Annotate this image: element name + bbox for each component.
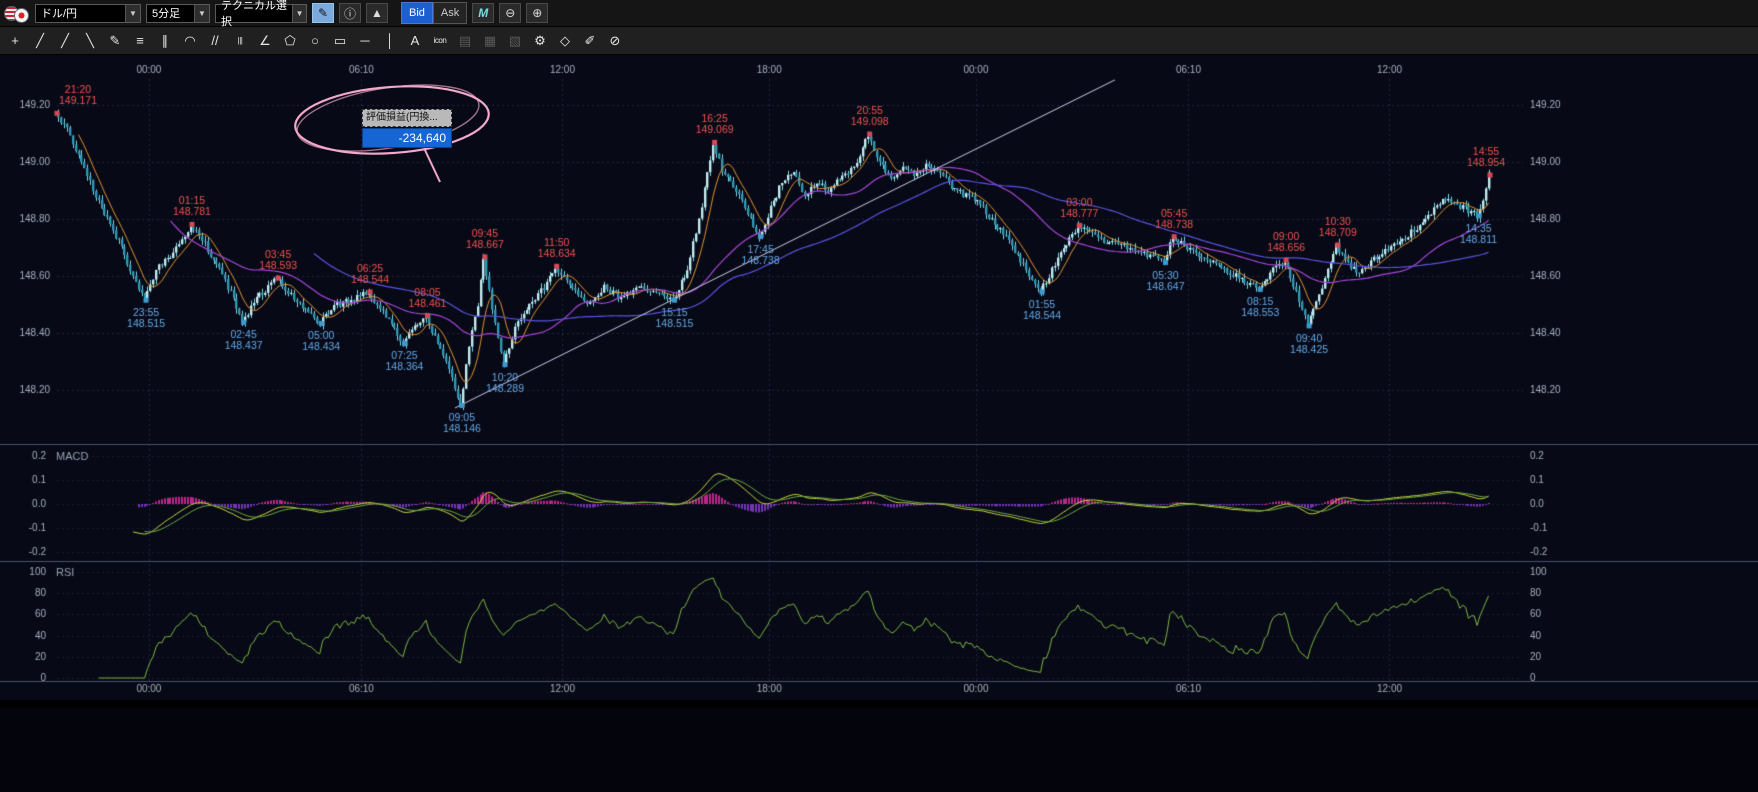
ray-line-tool[interactable]: ╱	[61, 32, 69, 48]
memo-tool[interactable]: ▤	[458, 32, 472, 48]
rectangle-tool[interactable]: ▭	[333, 32, 347, 48]
timeframe-select[interactable]: 5分足 ▼	[146, 3, 210, 23]
draw-annotation-button[interactable]: ✎	[312, 3, 334, 23]
ellipse-tool[interactable]: ○	[311, 33, 319, 48]
timeframe-select-value: 5分足	[152, 8, 181, 20]
chevron-down-icon: ▼	[125, 4, 140, 22]
wrench-tool[interactable]: ⚙	[534, 32, 546, 48]
bid-button[interactable]: Bid	[401, 2, 433, 24]
zoom-out-icon: ⊖	[505, 6, 516, 20]
chevron-down-icon: ▼	[292, 4, 306, 22]
bar-chart-m-button[interactable]: M	[472, 3, 495, 23]
settings-pencil-tool[interactable]: ✐	[584, 32, 596, 48]
text-tool[interactable]: A	[410, 33, 420, 48]
info-icon: ⓘ	[343, 6, 356, 21]
pnl-tooltip[interactable]: 評価損益(円換... -234,640	[362, 109, 452, 148]
chart-canvas[interactable]	[0, 55, 1758, 792]
technical-select-value: テクニカル選択	[221, 0, 287, 28]
area-chart-icon: ▲	[371, 6, 383, 20]
pair-select-value: ドル/円	[41, 8, 78, 20]
m-chart-icon: M	[478, 6, 489, 20]
horizontal-line-tool[interactable]: ─	[360, 33, 370, 48]
horizontal-lines-tool[interactable]: ≡	[136, 33, 144, 48]
technical-select[interactable]: テクニカル選択 ▼	[215, 0, 307, 28]
gann-fan-tool[interactable]: //	[211, 33, 219, 48]
clipboard-tool[interactable]: ▦	[483, 32, 497, 48]
chevron-down-icon: ▼	[194, 4, 209, 22]
extended-line-tool[interactable]: ╲	[86, 32, 94, 48]
fibonacci-arc-tool[interactable]: ◠	[184, 32, 196, 48]
pnl-tooltip-title: 評価損益(円換...	[362, 109, 452, 127]
top-toolbar: ドル/円 ▼ 5分足 ▼ テクニカル選択 ▼ ✎ ⓘ ▲ Bid Ask M ⊖	[0, 0, 1758, 28]
freehand-pencil-tool[interactable]: ✎	[109, 32, 121, 48]
eraser-tool[interactable]: ◇	[560, 32, 570, 48]
vertical-line-tool[interactable]: │	[385, 33, 395, 48]
parallel-lines-tool[interactable]: ∥	[161, 32, 169, 48]
area-chart-button[interactable]: ▲	[366, 3, 388, 23]
info-button[interactable]: ⓘ	[339, 3, 361, 23]
pencil-icon: ✎	[317, 6, 329, 20]
crosshair-tool[interactable]: +	[11, 33, 19, 48]
pnl-tooltip-value: -234,640	[362, 128, 452, 148]
angle-line-tool[interactable]: ∠	[259, 32, 271, 48]
layers-tool[interactable]: ▧	[508, 32, 522, 48]
zoom-out-button[interactable]: ⊖	[499, 3, 522, 23]
ellipse-tail-stroke	[423, 147, 441, 183]
zoom-in-icon: ⊕	[532, 6, 543, 20]
ask-button[interactable]: Ask	[432, 2, 468, 24]
currency-pair-flag-icon	[4, 4, 30, 23]
clear-all-tool[interactable]: ⊘	[609, 32, 621, 48]
pair-select[interactable]: ドル/円 ▼	[35, 3, 141, 23]
vertical-lines-tool[interactable]: |||	[237, 36, 243, 45]
trendline-tool[interactable]: ╱	[36, 32, 44, 48]
pentagon-tool[interactable]: ⬠	[284, 32, 296, 48]
zoom-in-button[interactable]: ⊕	[526, 3, 549, 23]
icon-stamp-tool[interactable]: icon	[433, 36, 447, 45]
